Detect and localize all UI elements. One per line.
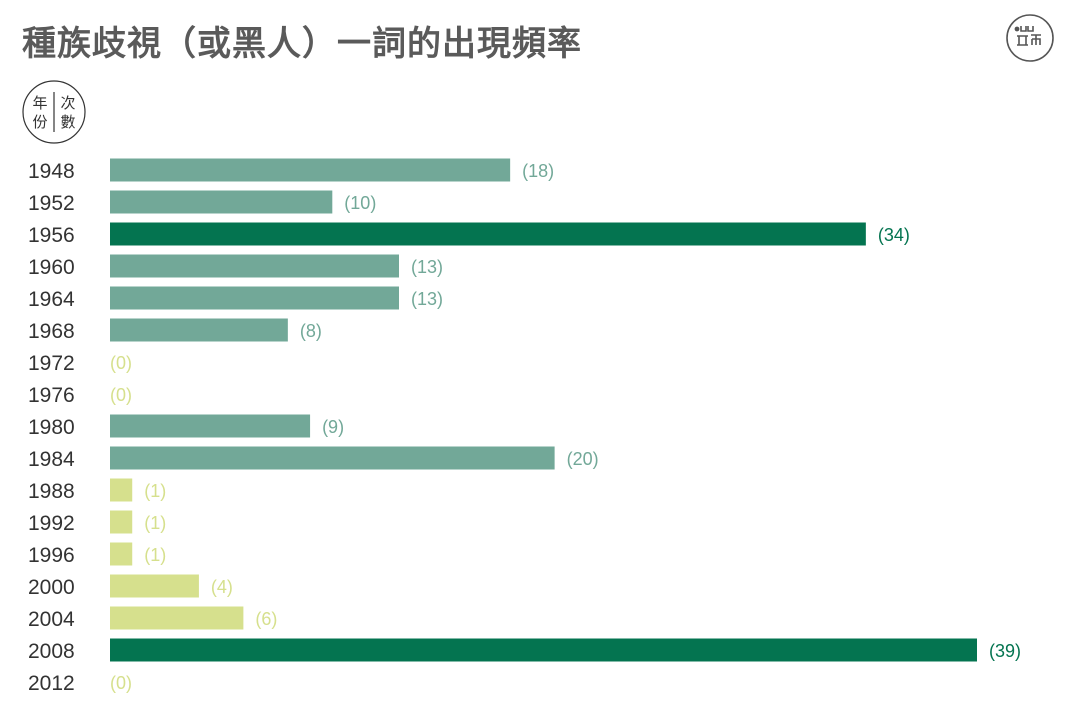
brand-logo-icon (1006, 14, 1054, 62)
value-label: (34) (878, 225, 910, 245)
year-label: 1956 (28, 224, 75, 247)
value-label: (4) (211, 577, 233, 597)
year-label: 1972 (28, 352, 75, 375)
bar-2000 (110, 574, 199, 598)
year-label: 1976 (28, 384, 75, 407)
year-label: 1988 (28, 480, 75, 503)
bar-1948 (110, 158, 511, 182)
value-label: (13) (411, 257, 443, 277)
bar-1968 (110, 318, 288, 342)
legend-year-top: 年 (32, 94, 47, 112)
year-label: 1964 (28, 288, 75, 311)
year-label: 2012 (28, 672, 75, 695)
value-label: (6) (255, 609, 277, 629)
bar-1964 (110, 286, 399, 310)
bar-1980 (110, 414, 311, 438)
legend-year-bottom: 份 (32, 113, 47, 131)
year-label: 1980 (28, 416, 75, 439)
value-label: (1) (144, 513, 166, 533)
year-label: 2004 (28, 608, 75, 631)
value-label: (39) (989, 641, 1021, 661)
bar-1992 (110, 510, 133, 534)
value-label: (10) (344, 193, 376, 213)
value-label: (9) (322, 417, 344, 437)
year-label: 1984 (28, 448, 75, 471)
value-label: (18) (522, 161, 554, 181)
bar-2004 (110, 606, 244, 630)
value-label: (1) (144, 481, 166, 501)
bar-1988 (110, 478, 133, 502)
value-label: (20) (567, 449, 599, 469)
year-label: 1952 (28, 192, 75, 215)
year-label: 1992 (28, 512, 75, 535)
axis-legend-badge: 年 份 次 數 (22, 80, 86, 144)
bar-1996 (110, 542, 133, 566)
bar-1984 (110, 446, 555, 470)
value-label: (1) (144, 545, 166, 565)
bar-1956 (110, 222, 866, 246)
year-label: 1948 (28, 160, 75, 183)
year-label: 1960 (28, 256, 75, 279)
value-label: (0) (110, 673, 132, 693)
bar-1960 (110, 254, 399, 278)
bar-1952 (110, 190, 333, 214)
value-label: (8) (300, 321, 322, 341)
year-label: 1968 (28, 320, 75, 343)
legend-count-top: 次 (60, 94, 75, 112)
value-label: (0) (110, 385, 132, 405)
chart-title: 種族歧視（或黑人）一詞的出現頻率 (22, 24, 582, 64)
year-label: 2008 (28, 640, 75, 663)
legend-count-bottom: 數 (60, 113, 75, 131)
year-label: 1996 (28, 544, 75, 567)
year-label: 2000 (28, 576, 75, 599)
value-label: (13) (411, 289, 443, 309)
bar-2008 (110, 638, 977, 662)
value-label: (0) (110, 353, 132, 373)
